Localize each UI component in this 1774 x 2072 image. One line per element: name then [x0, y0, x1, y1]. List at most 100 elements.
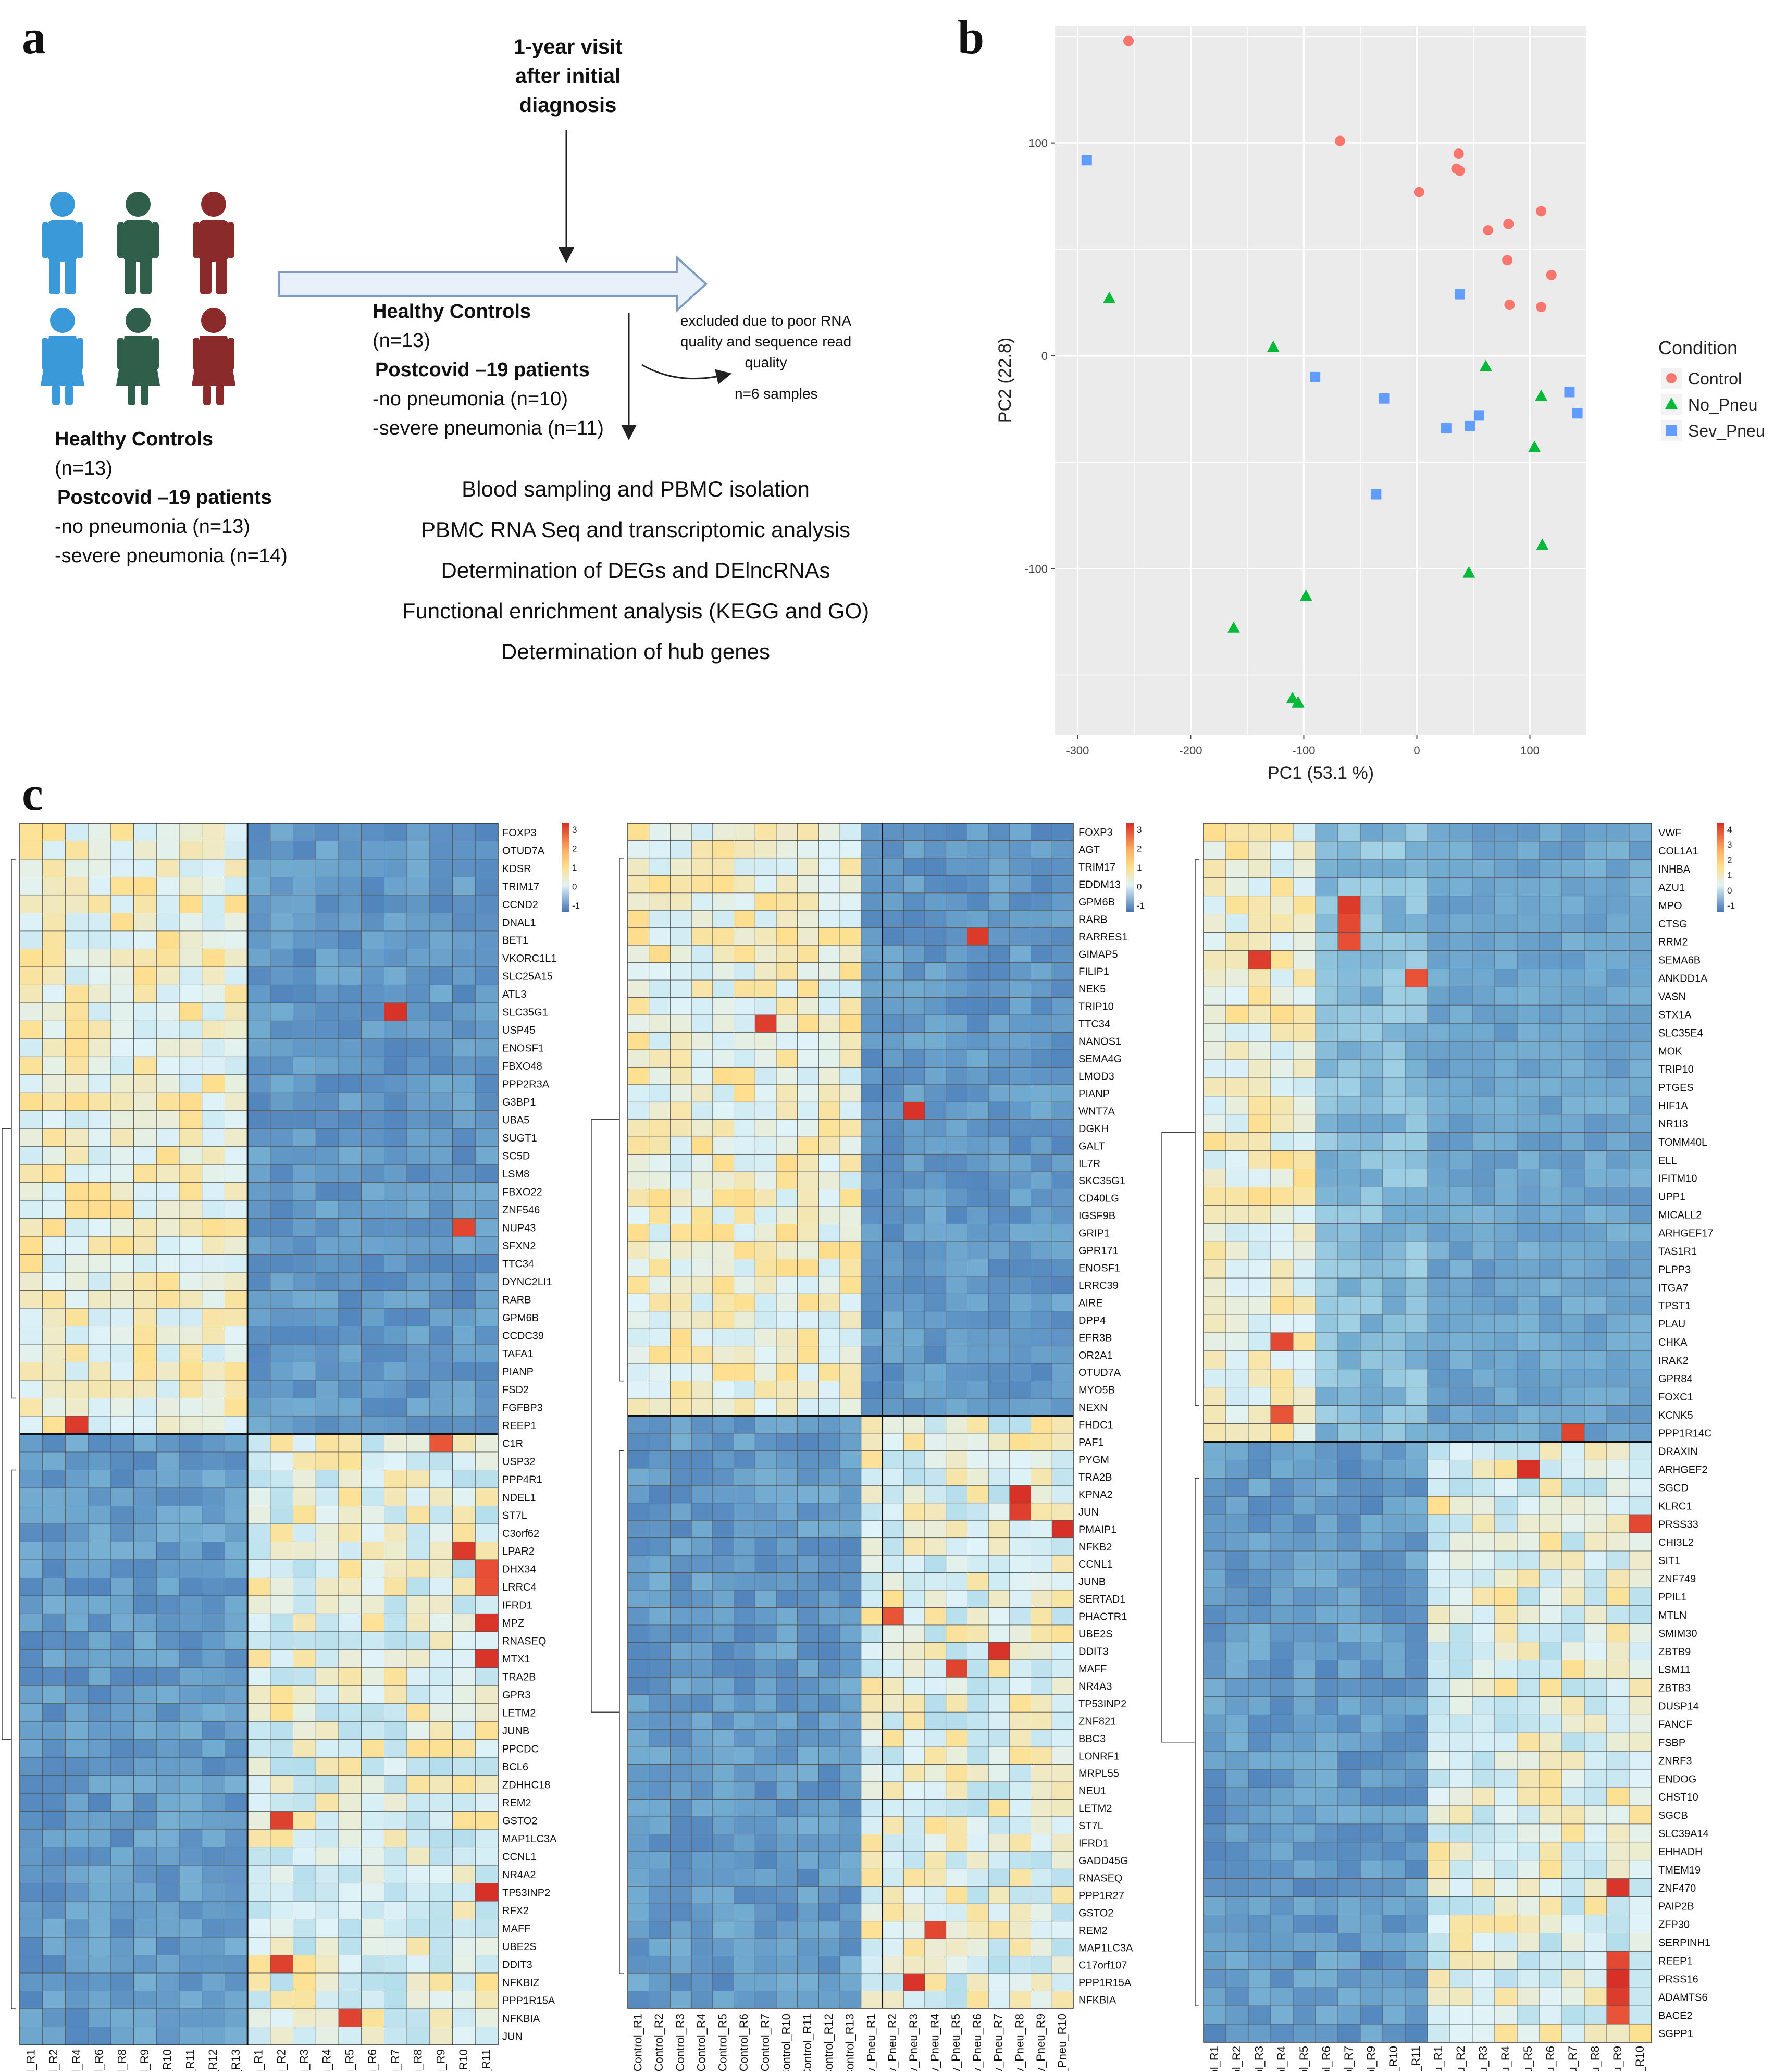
heatmap-cell	[179, 1811, 203, 1830]
row-label: VWF	[1658, 827, 1681, 839]
heatmap-cell	[293, 1038, 316, 1057]
heatmap-cell	[967, 1694, 989, 1713]
heatmap-cell	[1494, 1605, 1518, 1624]
column-label: Control_R5	[716, 2014, 729, 2071]
heatmap-cell	[1405, 1569, 1428, 1588]
heatmap-cell	[475, 1506, 499, 1524]
heatmap-cell	[839, 1363, 862, 1381]
heatmap-cell	[946, 1729, 967, 1747]
heatmap-cell	[110, 1092, 134, 1111]
heatmap-cell	[861, 1816, 883, 1834]
heatmap-cell	[1584, 1605, 1607, 1624]
heatmap-cell	[754, 1991, 777, 2009]
heatmap-cell	[475, 859, 499, 877]
heatmap-cell	[133, 1829, 157, 1848]
heatmap-cell	[1031, 1973, 1052, 1991]
heatmap-cell	[133, 966, 157, 985]
heatmap-cell	[1539, 1314, 1562, 1333]
heatmap-cell	[19, 1739, 43, 1758]
heatmap-cell	[627, 1520, 650, 1539]
heatmap-cell	[225, 1542, 248, 1560]
heatmap-cell	[1629, 1004, 1652, 1024]
heatmap-cell	[429, 1362, 453, 1381]
heatmap-cell	[988, 875, 1010, 894]
heatmap-cell	[1427, 1987, 1450, 2006]
heatmap-cell	[429, 1685, 453, 1704]
heatmap-cell	[967, 1903, 989, 1922]
heatmap-cell	[797, 1171, 819, 1189]
heatmap-cell	[1517, 1259, 1540, 1279]
heatmap-cell	[1539, 1805, 1562, 1825]
heatmap-cell	[1051, 1537, 1074, 1556]
heatmap-cell	[338, 2008, 362, 2027]
heatmap-cell	[1051, 1746, 1074, 1765]
row-label: KPNA2	[1078, 1489, 1113, 1500]
heatmap-cell	[670, 1764, 692, 1782]
heatmap-cell	[1517, 1532, 1540, 1552]
heatmap-cell	[967, 1938, 989, 1957]
row-label: DGKH	[1078, 1123, 1109, 1135]
heatmap-cell	[110, 1649, 134, 1668]
column-label: Sev_Pneu_R3	[907, 2014, 920, 2071]
heatmap-cell	[88, 1344, 111, 1362]
heatmap-cell	[1337, 1769, 1361, 1788]
heatmap-cell	[967, 1764, 989, 1782]
heatmap-cell	[1270, 1550, 1294, 1570]
heatmap-cell	[967, 1258, 989, 1277]
heatmap-cell	[1472, 1223, 1495, 1242]
heatmap-cell	[861, 1868, 883, 1887]
method-step: Functional enrichment analysis (KEGG and…	[402, 599, 870, 623]
heatmap-cell	[179, 930, 203, 949]
heatmap-cell	[988, 1886, 1010, 1904]
heatmap-cell	[946, 1781, 967, 1800]
heatmap-cell	[924, 1206, 947, 1224]
heatmap-cell	[839, 1938, 862, 1957]
heatmap-cell	[924, 1136, 947, 1155]
heatmap-cell	[1584, 1041, 1607, 1060]
heatmap-cell	[1225, 1169, 1249, 1187]
row-label: NR1I3	[1658, 1119, 1688, 1130]
heatmap-cell	[247, 1056, 271, 1075]
heatmap-cell	[882, 1816, 904, 1834]
heatmap-cell	[247, 877, 271, 896]
heatmap-cell	[361, 1757, 384, 1776]
heatmap-cell	[818, 1398, 840, 1416]
heatmap-cell	[361, 913, 384, 932]
heatmap-cell	[1225, 859, 1249, 878]
heatmap-cell	[156, 1757, 180, 1776]
heatmap-cell	[1494, 877, 1518, 897]
heatmap-cell	[1248, 1405, 1271, 1424]
heatmap-cell	[1203, 1660, 1226, 1679]
heatmap-cell	[946, 1868, 967, 1887]
heatmap-cell	[270, 1218, 293, 1237]
heatmap-cell	[754, 1921, 777, 1939]
heatmap-cell	[627, 1555, 650, 1573]
heatmap-cell	[429, 1487, 453, 1506]
heatmap-cell	[946, 1311, 967, 1329]
heatmap-cell	[110, 1074, 134, 1093]
heatmap-cell	[133, 1362, 157, 1381]
heatmap-cell	[1031, 1084, 1052, 1102]
heatmap-cell	[315, 1200, 339, 1219]
heatmap-cell	[270, 1631, 293, 1650]
heatmap-cell	[670, 1032, 692, 1050]
heatmap-cell	[270, 2008, 293, 2027]
heatmap-cell	[712, 1084, 734, 1102]
heatmap-cell	[202, 1200, 225, 1219]
heatmap-cell	[818, 1764, 840, 1782]
heatmap-cell	[1382, 1023, 1406, 1042]
heatmap-cell	[475, 1056, 499, 1075]
heatmap-cell	[88, 1613, 111, 1632]
heatmap-cell	[712, 1921, 734, 1939]
heatmap-cell	[797, 1450, 819, 1469]
heatmap-cell	[1225, 1514, 1249, 1533]
heatmap-cell	[42, 1901, 66, 1920]
heatmap-cell	[315, 877, 339, 896]
heatmap-cell	[1337, 841, 1361, 860]
heatmap-cell	[452, 1577, 476, 1596]
heatmap-cell	[1517, 1169, 1540, 1187]
heatmap-cell	[19, 1811, 43, 1830]
heatmap-cell	[1293, 1187, 1316, 1206]
heatmap-cell	[270, 948, 293, 967]
heatmap-cell	[691, 1607, 713, 1626]
